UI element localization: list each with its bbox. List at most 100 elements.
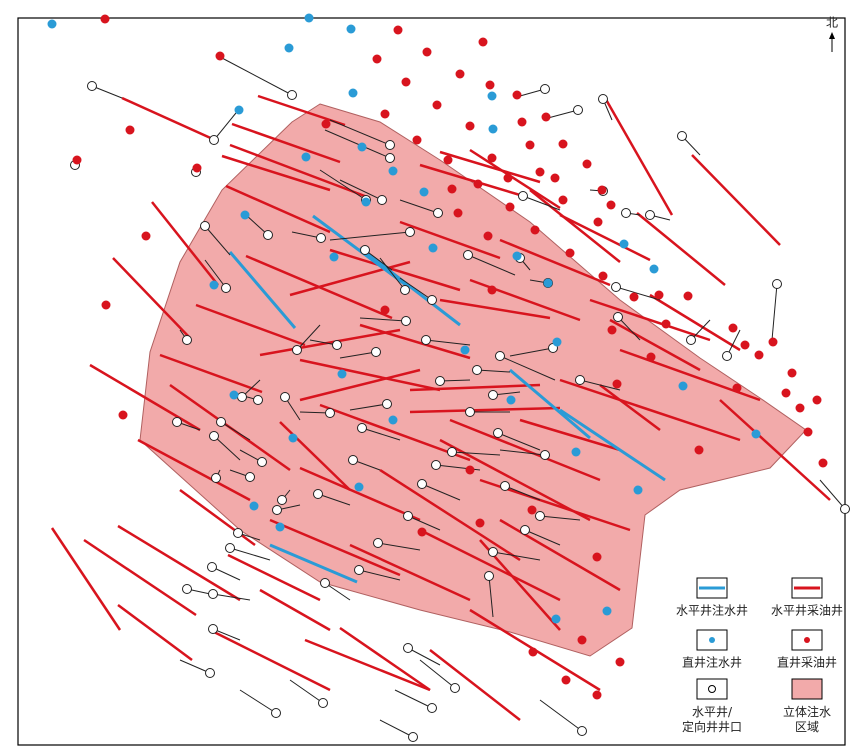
oil-producer-horizontal: [339, 626, 431, 692]
oil-producer-vertical: [606, 200, 616, 210]
wellhead: [840, 504, 850, 514]
wellhead: [277, 495, 287, 505]
wellhead: [447, 447, 457, 457]
wellhead: [613, 312, 623, 322]
oil-producer-horizontal: [229, 143, 371, 200]
legend-icon: [708, 685, 716, 693]
oil-producer-horizontal: [499, 238, 611, 287]
legend-label: 水平井采油井: [771, 604, 843, 618]
wellhead: [200, 221, 210, 231]
oil-producer-horizontal: [225, 184, 331, 234]
oil-producer-vertical: [401, 77, 411, 87]
well-trajectory: [407, 647, 441, 666]
oil-producer-vertical: [535, 167, 545, 177]
oil-producer-horizontal: [299, 358, 441, 392]
water-injector-vertical: [571, 447, 581, 457]
wellhead: [221, 283, 231, 293]
wellhead: [373, 538, 383, 548]
water-injector-vertical: [460, 345, 470, 355]
oil-producer-vertical: [478, 37, 488, 47]
water-injector-vertical: [348, 88, 358, 98]
well-trajectory: [499, 355, 556, 381]
wellhead: [408, 732, 418, 742]
wellhead: [209, 431, 219, 441]
oil-producer-vertical: [593, 217, 603, 227]
wellhead: [435, 376, 445, 386]
wellhead: [722, 351, 732, 361]
oil-producer-vertical: [694, 445, 704, 455]
well-trajectory: [317, 493, 351, 506]
oil-producer-horizontal: [195, 303, 306, 347]
water-injector-horizontal: [559, 408, 666, 482]
well-trajectory: [539, 515, 581, 521]
water-injector-vertical: [357, 142, 367, 152]
wellhead: [535, 511, 545, 521]
legend-label: 水平井注水井: [676, 603, 748, 618]
water-injector-vertical: [354, 482, 364, 492]
oil-producer-vertical: [528, 647, 538, 657]
oil-producer-vertical: [100, 14, 110, 24]
oil-producer-vertical: [125, 125, 135, 135]
oil-producer-horizontal: [209, 628, 331, 692]
wellhead: [233, 528, 243, 538]
wellhead: [385, 153, 395, 163]
wellhead: [382, 399, 392, 409]
wellhead: [645, 210, 655, 220]
water-injector-vertical: [552, 337, 562, 347]
well-trajectory: [213, 435, 241, 461]
oil-producer-horizontal: [609, 318, 701, 372]
well-trajectory: [771, 283, 778, 341]
oil-producer-vertical: [141, 231, 151, 241]
oil-producer-vertical: [795, 403, 805, 413]
wellhead: [211, 473, 221, 483]
oil-producer-vertical: [754, 350, 764, 360]
oil-producer-horizontal: [449, 418, 601, 482]
wellhead: [320, 578, 330, 588]
oil-producer-vertical: [615, 657, 625, 667]
oil-producer-vertical: [422, 47, 432, 57]
wellhead: [377, 195, 387, 205]
oil-producer-horizontal: [159, 353, 263, 394]
wellhead: [465, 407, 475, 417]
oil-producer-vertical: [654, 290, 664, 300]
oil-producer-vertical: [465, 121, 475, 131]
oil-producer-horizontal: [117, 603, 193, 662]
wellhead: [450, 683, 460, 693]
water-injector-vertical: [284, 43, 294, 53]
oil-producer-horizontal: [112, 257, 191, 339]
wellhead: [677, 131, 687, 141]
water-injector-vertical: [506, 395, 516, 405]
wellhead: [540, 84, 550, 94]
well-trajectory: [296, 324, 321, 351]
water-injector-vertical: [388, 166, 398, 176]
water-injector-vertical: [229, 390, 239, 400]
oil-producer-horizontal: [529, 189, 621, 263]
wellhead: [493, 428, 503, 438]
well-trajectory: [439, 379, 471, 382]
oil-producer-vertical: [455, 69, 465, 79]
water-injector-vertical: [487, 91, 497, 101]
oil-producer-vertical: [215, 51, 225, 61]
well-trajectory: [492, 551, 541, 561]
wellhead: [598, 94, 608, 104]
oil-producer-vertical: [787, 368, 797, 378]
wellhead: [401, 316, 411, 326]
oil-producer-vertical: [812, 395, 822, 405]
well-trajectory: [379, 257, 406, 291]
water-injector-vertical: [301, 152, 311, 162]
water-injector-vertical: [543, 278, 553, 288]
water-injector-horizontal: [509, 368, 591, 440]
legend-label: 水平井/定向井井口: [682, 705, 742, 734]
wellhead: [520, 525, 530, 535]
wellhead: [280, 392, 290, 402]
oil-producer-vertical: [565, 248, 575, 258]
water-injector-horizontal: [269, 543, 358, 584]
wellhead: [225, 543, 235, 553]
oil-producer-horizontal: [439, 150, 541, 184]
oil-producer-vertical: [530, 225, 540, 235]
wellhead: [403, 511, 413, 521]
oil-producer-vertical: [475, 518, 485, 528]
wellhead: [348, 455, 358, 465]
legend-label: 立体注水区域: [783, 704, 831, 734]
water-injector-vertical: [751, 429, 761, 439]
